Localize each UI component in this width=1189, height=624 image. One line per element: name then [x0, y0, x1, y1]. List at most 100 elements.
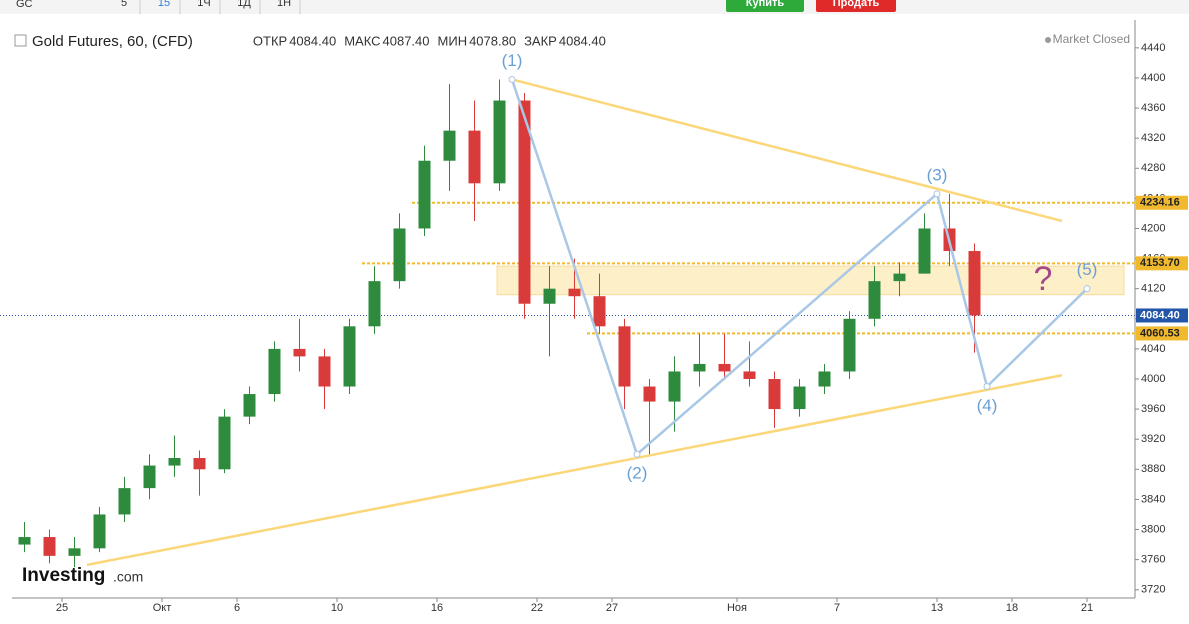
y-tick-label: 3920: [1141, 433, 1165, 445]
ohlc-value: 4087.40: [383, 33, 430, 48]
y-tick-label: 3840: [1141, 493, 1165, 505]
x-tick-label: 21: [1081, 602, 1093, 614]
candle-body: [318, 356, 331, 387]
wave-point: [933, 190, 941, 198]
candle-body: [693, 363, 706, 372]
x-tick-label: 16: [431, 602, 443, 614]
interval-button[interactable]: 1Ч: [197, 0, 210, 9]
symbol[interactable]: GC: [16, 0, 33, 10]
candle-body: [518, 100, 531, 304]
price-label: 4084.40: [1140, 309, 1180, 321]
candle-body: [143, 465, 156, 489]
candle-body: [968, 251, 981, 316]
level-tag: [1136, 195, 1188, 210]
level-label: 4060.53: [1140, 327, 1180, 339]
collapse-box[interactable]: [14, 34, 27, 47]
x-tick-label: Ноя: [727, 602, 747, 614]
interval-button[interactable]: 1Н: [277, 0, 291, 9]
interval-button[interactable]: 15: [158, 0, 170, 9]
y-tick-label: 4120: [1141, 283, 1165, 295]
candle-body: [543, 288, 556, 304]
candle-body: [918, 228, 931, 274]
sell-button[interactable]: [816, 0, 896, 12]
x-tick-label: 6: [234, 602, 240, 614]
candle-body: [418, 160, 431, 229]
level-label: 4153.70: [1140, 257, 1180, 269]
trend-line: [511, 78, 1063, 223]
y-tick-label: 4280: [1141, 162, 1165, 174]
candle-body: [618, 326, 631, 387]
wave-point: [508, 75, 516, 83]
sell-label[interactable]: Продать: [833, 0, 880, 9]
x-tick-label: 18: [1006, 602, 1018, 614]
wave-label: (1): [502, 51, 523, 70]
buy-button[interactable]: [726, 0, 804, 12]
ohlc-label: ОТКР: [253, 33, 287, 48]
y-tick-label: 3960: [1141, 403, 1165, 415]
candle-body: [668, 371, 681, 402]
y-tick-label: 3880: [1141, 463, 1165, 475]
candle-body: [793, 386, 806, 410]
ohlc-label: ЗАКР: [524, 33, 557, 48]
y-tick-label: 4000: [1141, 373, 1165, 385]
candle-body: [593, 296, 606, 327]
chart-title: Gold Futures, 60, (CFD): [32, 33, 193, 50]
y-tick-label: 3760: [1141, 554, 1165, 566]
x-tick-label: 13: [931, 602, 943, 614]
candle-body: [168, 458, 181, 466]
wave-label: (2): [627, 464, 648, 483]
candle-body: [768, 378, 781, 410]
y-tick-label: 4400: [1141, 72, 1165, 84]
y-tick-label: 3720: [1141, 584, 1165, 596]
candle-body: [368, 281, 381, 327]
candle-body: [493, 100, 506, 184]
level-label: 4234.16: [1140, 197, 1180, 209]
candle-body: [843, 318, 856, 372]
candle-body: [893, 273, 906, 282]
candle-body: [343, 326, 356, 387]
candle-body: [568, 288, 581, 297]
ohlc-label: МАКС: [344, 33, 380, 48]
candle-body: [268, 348, 281, 395]
x-tick-label: 7: [834, 602, 840, 614]
candle-body: [193, 458, 206, 470]
y-tick-label: 4040: [1141, 343, 1165, 355]
candle-body: [43, 537, 56, 556]
level-tag: [1136, 256, 1188, 271]
candle-body: [443, 130, 456, 161]
y-tick-label: 3800: [1141, 523, 1165, 535]
candle-body: [18, 537, 31, 545]
level-tag: [1136, 326, 1188, 341]
wave-label: (3): [927, 165, 948, 184]
interval-button[interactable]: 5: [121, 0, 127, 9]
x-tick-label: 25: [56, 602, 68, 614]
y-tick-label: 4440: [1141, 42, 1165, 54]
y-tick-label: 4360: [1141, 102, 1165, 114]
candle-body: [393, 228, 406, 282]
wave-label: (4): [977, 396, 998, 415]
y-tick-label: 4320: [1141, 132, 1165, 144]
candle-body: [93, 514, 106, 549]
candle-body: [468, 130, 481, 184]
candle-body: [718, 363, 731, 372]
trend-line: [86, 374, 1063, 567]
y-tick-label: 4200: [1141, 222, 1165, 234]
x-tick-label: 10: [331, 602, 343, 614]
candle-body: [868, 281, 881, 319]
x-tick-label: 27: [606, 602, 618, 614]
ohlc-value: 4084.40: [289, 33, 336, 48]
candle-body: [118, 488, 131, 515]
wave-point: [983, 383, 991, 391]
candle-body: [293, 348, 306, 357]
interval-button[interactable]: 1Д: [237, 0, 251, 9]
buy-label[interactable]: Купить: [746, 0, 785, 9]
logo-suffix: .com: [113, 569, 143, 585]
candle-body: [218, 416, 231, 470]
x-tick-label: Окт: [153, 602, 172, 614]
logo: Investing: [22, 565, 105, 586]
wave-label: (5): [1077, 260, 1098, 279]
zone: [496, 265, 1125, 296]
wave-point: [633, 450, 641, 458]
candle-body: [243, 394, 256, 417]
market-status: Market Closed: [1053, 32, 1130, 46]
